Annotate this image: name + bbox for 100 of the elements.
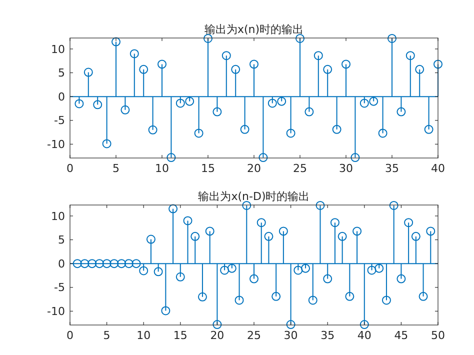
point <box>330 218 340 228</box>
x-tick-label: 40 <box>431 162 445 175</box>
point <box>205 226 214 236</box>
point <box>316 200 325 210</box>
point <box>323 274 332 284</box>
point <box>382 296 391 305</box>
point <box>360 98 369 108</box>
point <box>222 51 231 60</box>
point <box>369 96 378 106</box>
point <box>258 153 268 162</box>
x-tick-label: 30 <box>339 162 353 175</box>
point <box>286 128 296 138</box>
point <box>332 124 342 134</box>
point <box>234 296 244 305</box>
point <box>404 218 414 228</box>
point <box>345 292 354 301</box>
point <box>185 96 194 106</box>
x-tick-label: 10 <box>155 162 169 175</box>
point <box>84 68 93 77</box>
point <box>304 107 314 116</box>
point <box>176 272 185 282</box>
point <box>411 232 420 241</box>
point <box>74 99 84 108</box>
y-tick-label: -10 <box>47 305 65 318</box>
point <box>194 128 204 138</box>
y-tick-label: 10 <box>51 210 65 223</box>
x-tick-label: 0 <box>66 329 74 342</box>
point <box>220 266 230 275</box>
x-tick-label: 15 <box>201 162 215 175</box>
point <box>166 153 176 162</box>
x-tick-label: 10 <box>136 329 151 342</box>
point <box>250 60 258 69</box>
point <box>294 266 303 275</box>
point <box>176 98 185 108</box>
point <box>139 64 148 74</box>
point <box>396 274 406 284</box>
x-tick-label: 30 <box>284 329 298 342</box>
point <box>117 259 126 268</box>
point <box>424 124 434 134</box>
x-tick-label: 35 <box>320 329 335 342</box>
point <box>301 264 310 273</box>
point <box>168 204 178 214</box>
point <box>389 200 398 210</box>
point <box>240 124 250 134</box>
y-tick-label: 5 <box>58 234 65 247</box>
point <box>146 234 156 244</box>
point <box>212 107 222 116</box>
y-tick-label: 5 <box>58 66 65 80</box>
point <box>72 259 82 268</box>
point <box>286 320 296 330</box>
point <box>120 105 130 114</box>
point <box>378 128 388 138</box>
point <box>338 232 347 241</box>
point <box>278 226 288 236</box>
point <box>314 51 323 60</box>
point <box>264 232 274 241</box>
point <box>94 259 104 268</box>
y-tick-label: 10 <box>51 42 65 56</box>
chart-title: 输出为x(n)时的输出 <box>204 23 304 36</box>
point <box>323 64 332 74</box>
point <box>396 107 406 116</box>
point <box>268 98 277 108</box>
point <box>110 259 119 268</box>
point <box>190 232 200 241</box>
point <box>367 266 376 275</box>
point <box>204 34 212 43</box>
y-tick-label: -10 <box>47 138 65 152</box>
point <box>158 60 166 69</box>
point <box>388 34 396 43</box>
point <box>434 60 442 69</box>
x-tick-label: 5 <box>103 329 110 342</box>
x-tick-label: 0 <box>66 162 74 175</box>
x-tick-label: 15 <box>173 329 188 342</box>
point <box>102 139 112 148</box>
point <box>124 259 134 268</box>
point <box>342 60 350 69</box>
point <box>154 267 163 276</box>
point <box>426 226 436 236</box>
x-tick-label: 20 <box>210 329 224 342</box>
point <box>148 125 158 134</box>
x-tick-label: 40 <box>357 329 372 342</box>
chart-title: 输出为x(n-D)时的输出 <box>198 190 310 203</box>
point <box>231 64 240 74</box>
point <box>360 320 369 330</box>
point <box>102 259 112 268</box>
point <box>296 34 304 43</box>
point <box>350 153 360 162</box>
point <box>352 226 362 236</box>
point <box>256 218 266 228</box>
y-tick-label: -5 <box>54 281 65 294</box>
y-tick-label: 0 <box>58 257 65 270</box>
point <box>112 37 120 46</box>
point <box>406 51 415 60</box>
point <box>374 264 384 273</box>
point <box>132 259 141 268</box>
point <box>130 49 139 58</box>
point <box>272 292 281 301</box>
point <box>227 264 236 273</box>
point <box>80 259 90 268</box>
x-tick-label: 25 <box>293 162 307 175</box>
